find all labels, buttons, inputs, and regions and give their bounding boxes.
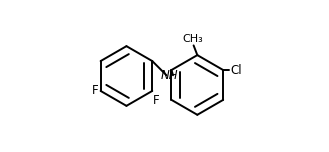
Text: CH₃: CH₃ xyxy=(183,34,203,44)
Text: NH: NH xyxy=(161,69,179,82)
Text: F: F xyxy=(153,94,160,107)
Text: Cl: Cl xyxy=(230,64,241,76)
Text: F: F xyxy=(92,84,99,97)
